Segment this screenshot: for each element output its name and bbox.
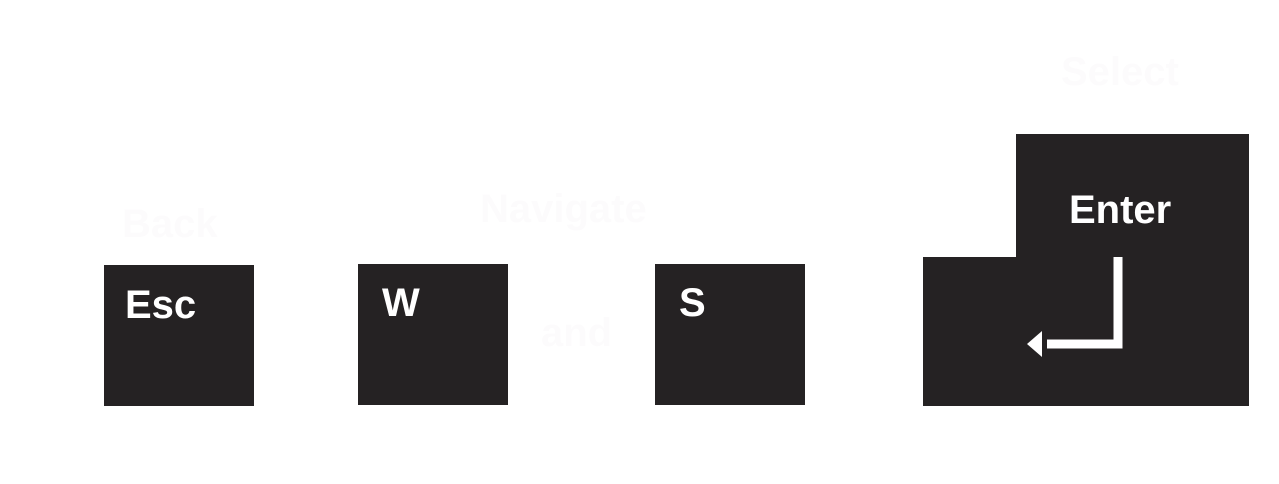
enter-key-label: Enter <box>1069 188 1172 232</box>
esc-key-label: Esc <box>125 283 197 327</box>
s-key: S <box>655 264 805 405</box>
esc-key: Esc <box>104 265 254 406</box>
return-arrow-icon <box>1027 257 1123 357</box>
enter-key-shape <box>923 134 1249 406</box>
s-key-label: S <box>679 281 706 325</box>
select-caption: Select <box>1061 50 1179 94</box>
enter-key: Enter <box>923 134 1249 406</box>
navigate-caption: Navigate <box>480 187 647 231</box>
w-key: W <box>358 264 508 405</box>
w-key-label: W <box>382 281 420 325</box>
back-caption: Back <box>122 202 218 246</box>
and-caption: and <box>541 311 613 355</box>
